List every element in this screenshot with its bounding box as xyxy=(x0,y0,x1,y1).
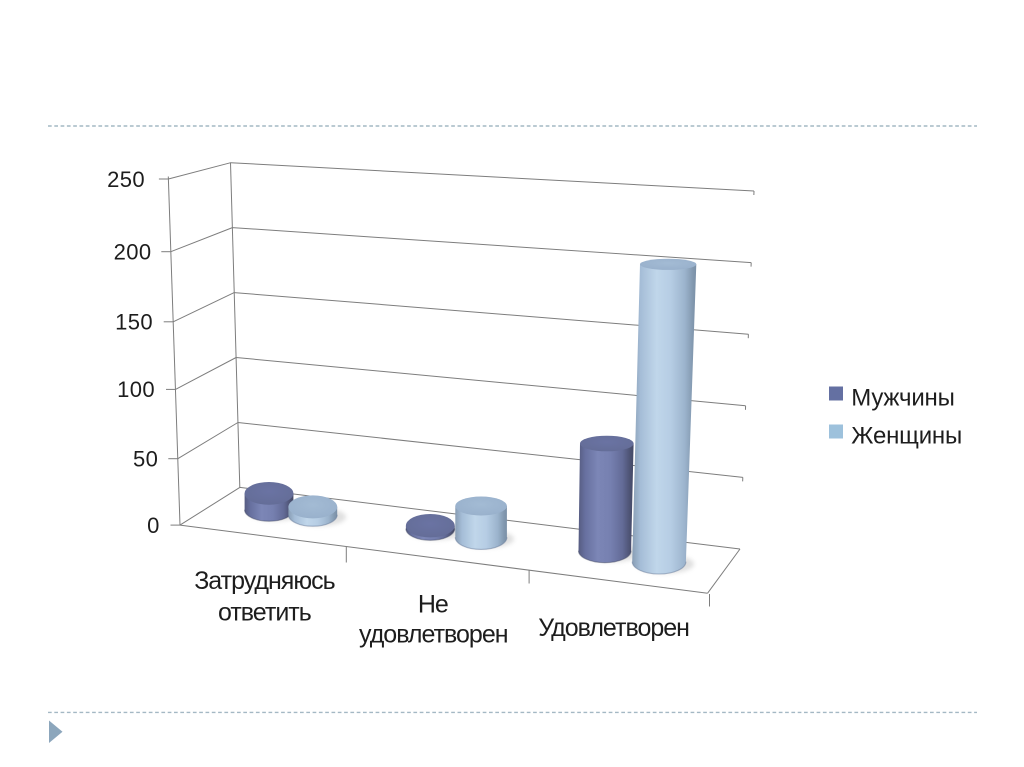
svg-text:150: 150 xyxy=(115,310,153,335)
svg-text:удовлетворен: удовлетворен xyxy=(359,621,508,649)
svg-text:250: 250 xyxy=(107,167,145,192)
svg-text:Удовлетворен: Удовлетворен xyxy=(538,614,689,642)
svg-text:0: 0 xyxy=(147,513,160,538)
svg-text:Не: Не xyxy=(418,591,448,619)
svg-text:Женщины: Женщины xyxy=(851,422,962,449)
svg-text:100: 100 xyxy=(117,377,155,402)
svg-text:200: 200 xyxy=(114,240,152,265)
svg-text:ответить: ответить xyxy=(218,599,311,627)
svg-text:50: 50 xyxy=(133,447,158,472)
svg-text:Мужчины: Мужчины xyxy=(851,384,954,411)
svg-text:Затрудняюсь: Затрудняюсь xyxy=(194,567,334,595)
